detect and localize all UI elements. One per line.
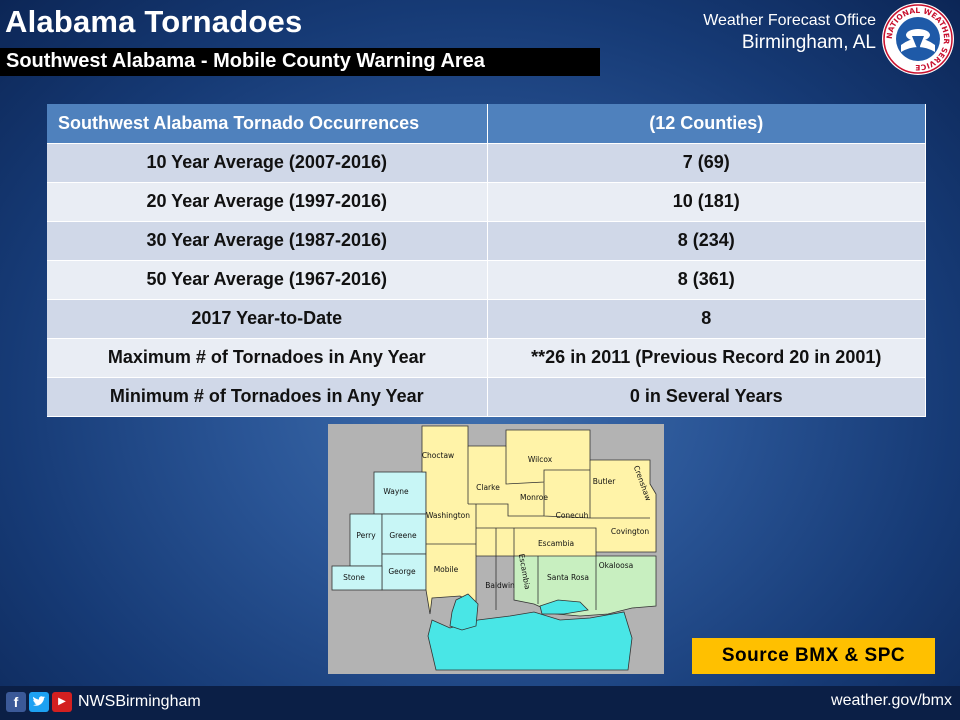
page-subtitle: Southwest Alabama - Mobile County Warnin…: [6, 50, 485, 72]
row-value: 0 in Several Years: [487, 377, 926, 417]
county-label: Santa Rosa: [547, 573, 589, 582]
office-line2: Birmingham, AL: [741, 32, 876, 53]
table-row: 2017 Year-to-Date 8: [47, 299, 926, 339]
county-label: Clarke: [476, 483, 500, 492]
source-label: Source BMX & SPC: [692, 638, 935, 674]
alabama-region: [421, 425, 657, 615]
header: Alabama Tornadoes Southwest Alabama - Mo…: [0, 0, 960, 78]
subtitle-bar: Southwest Alabama - Mobile County Warnin…: [0, 48, 600, 76]
social-links: f ▶ NWSBirmingham: [6, 692, 201, 712]
county-label: Stone: [343, 573, 365, 582]
row-label: Minimum # of Tornadoes in Any Year: [47, 377, 488, 417]
youtube-icon[interactable]: ▶: [52, 692, 72, 712]
row-value: **26 in 2011 (Previous Record 20 in 2001…: [487, 338, 926, 378]
county-label: George: [388, 567, 416, 576]
county-label: Conecuh: [556, 511, 589, 520]
table-row: 30 Year Average (1987-2016) 8 (234): [47, 221, 926, 261]
county-label: Covington: [611, 527, 649, 536]
county-label: Mobile: [434, 565, 459, 574]
table-header-left: Southwest Alabama Tornado Occurrences: [47, 104, 488, 144]
facebook-icon[interactable]: f: [6, 692, 26, 712]
county-label: Okaloosa: [599, 561, 633, 570]
county-label: Choctaw: [422, 451, 454, 460]
table-header-right: (12 Counties): [487, 104, 926, 144]
twitter-icon[interactable]: [29, 692, 49, 712]
row-value: 8: [487, 299, 926, 339]
office-label: Weather Forecast Office Birmingham, AL: [703, 12, 876, 54]
table-row: 10 Year Average (2007-2016) 7 (69): [47, 143, 926, 183]
row-label: 2017 Year-to-Date: [47, 299, 488, 339]
florida-region: [513, 555, 657, 617]
county-map-svg: Choctaw Wilcox Clarke Butler Crenshaw Mo…: [331, 425, 657, 671]
table-row: 50 Year Average (1967-2016) 8 (361): [47, 260, 926, 300]
pensacola-bay: [539, 599, 589, 615]
tornado-stats-table: Southwest Alabama Tornado Occurrences (1…: [47, 104, 926, 417]
social-handle[interactable]: NWSBirmingham: [78, 693, 201, 710]
footer: f ▶ NWSBirmingham weather.gov/bmx: [0, 686, 960, 720]
mobile-bay: [449, 593, 479, 631]
row-label: Maximum # of Tornadoes in Any Year: [47, 338, 488, 378]
row-label: 50 Year Average (1967-2016): [47, 260, 488, 300]
county-label: Butler: [593, 477, 617, 486]
nws-logo-icon: NATIONAL WEATHER SERVICE: [882, 3, 954, 75]
office-line1: Weather Forecast Office: [703, 12, 876, 29]
table-row: Minimum # of Tornadoes in Any Year 0 in …: [47, 377, 926, 417]
row-value: 8 (361): [487, 260, 926, 300]
row-value: 7 (69): [487, 143, 926, 183]
row-value: 10 (181): [487, 182, 926, 222]
table-row: Maximum # of Tornadoes in Any Year **26 …: [47, 338, 926, 378]
county-map: Choctaw Wilcox Clarke Butler Crenshaw Mo…: [328, 424, 664, 674]
county-label: Perry: [356, 531, 376, 540]
coastal-water: [427, 611, 633, 671]
website-link[interactable]: weather.gov/bmx: [831, 692, 952, 709]
row-value: 8 (234): [487, 221, 926, 261]
county-label: Wayne: [383, 487, 409, 496]
county-label: Baldwin: [485, 581, 515, 590]
row-label: 10 Year Average (2007-2016): [47, 143, 488, 183]
table-header-row: Southwest Alabama Tornado Occurrences (1…: [47, 104, 926, 144]
county-label: Washington: [426, 511, 470, 520]
row-label: 20 Year Average (1997-2016): [47, 182, 488, 222]
table-row: 20 Year Average (1997-2016) 10 (181): [47, 182, 926, 222]
county-perry: [349, 513, 383, 567]
county-greene: [381, 513, 427, 555]
page-title: Alabama Tornadoes: [5, 4, 303, 39]
row-label: 30 Year Average (1987-2016): [47, 221, 488, 261]
county-stone: [331, 565, 383, 591]
county-label: Wilcox: [528, 455, 553, 464]
county-label: Escambia: [538, 539, 574, 548]
county-label: Greene: [389, 531, 417, 540]
county-label: Monroe: [520, 493, 548, 502]
